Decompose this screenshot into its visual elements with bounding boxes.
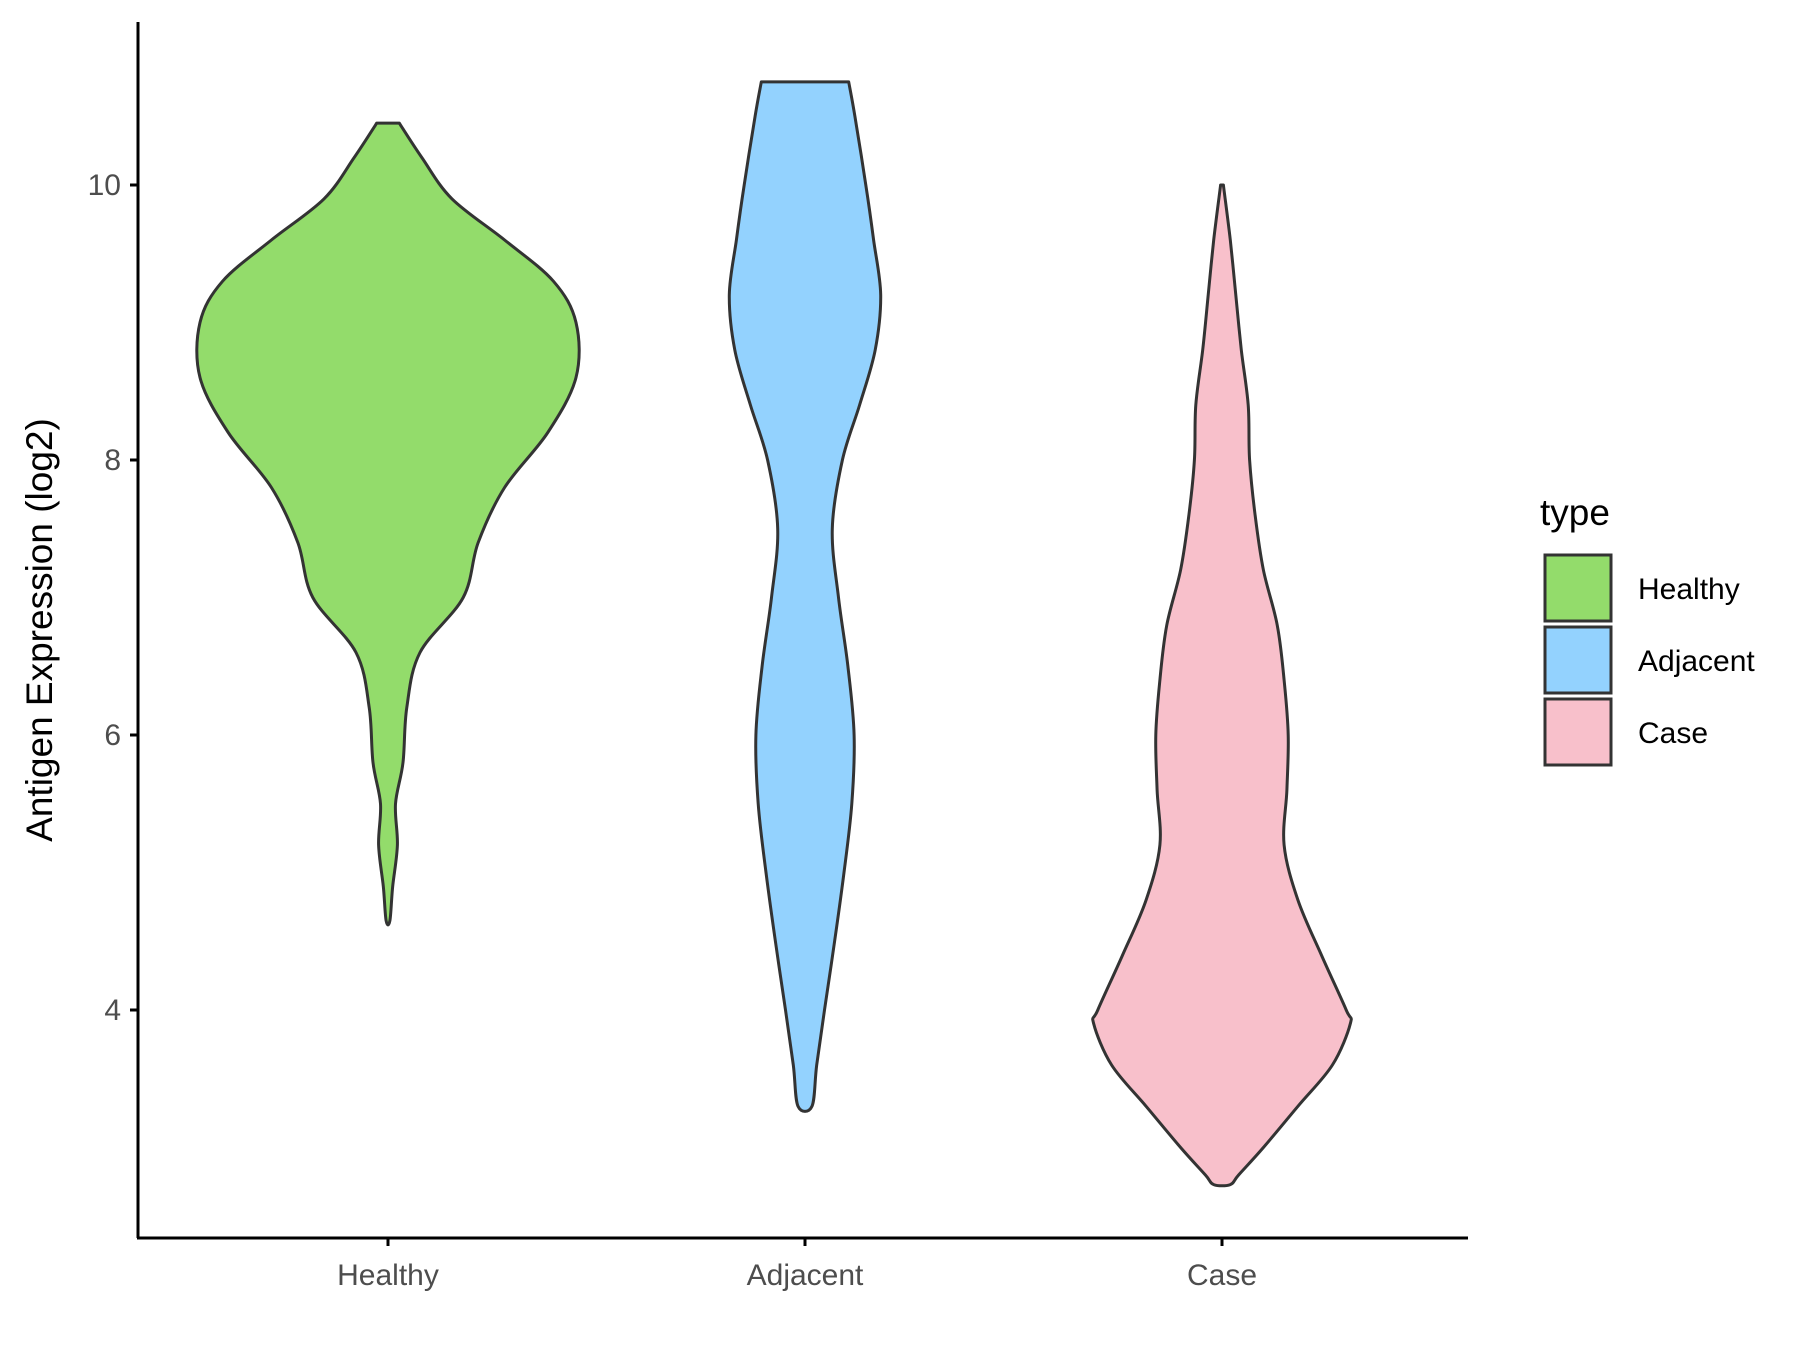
y-ticks-group: 4 6 8 10 <box>88 169 138 1027</box>
violins-group <box>195 80 1353 1188</box>
legend-label-adjacent: Adjacent <box>1638 645 1755 678</box>
violin-adjacent <box>727 80 883 1113</box>
y-tick-label-6: 6 <box>104 719 121 752</box>
x-tick-label-healthy: Healthy <box>337 1259 439 1292</box>
y-axis-title: Antigen Expression (log2) <box>19 418 60 842</box>
x-ticks-group: Healthy Adjacent Case <box>337 1238 1257 1292</box>
legend-key-healthy <box>1543 553 1613 623</box>
y-tick-label-8: 8 <box>104 444 121 477</box>
y-tick-label-10: 10 <box>88 169 121 202</box>
legend-label-healthy: Healthy <box>1638 573 1740 606</box>
legend-key-adjacent <box>1543 625 1613 695</box>
legend-title: type <box>1540 492 1610 533</box>
legend: type Healthy Adjacent Case <box>1540 492 1755 767</box>
legend-label-case: Case <box>1638 717 1708 750</box>
x-tick-label-adjacent: Adjacent <box>747 1259 864 1292</box>
legend-key-case <box>1543 697 1613 767</box>
y-tick-label-4: 4 <box>104 994 121 1027</box>
x-tick-label-case: Case <box>1187 1259 1257 1292</box>
violin-case <box>1091 183 1353 1188</box>
violin-healthy <box>195 121 581 927</box>
